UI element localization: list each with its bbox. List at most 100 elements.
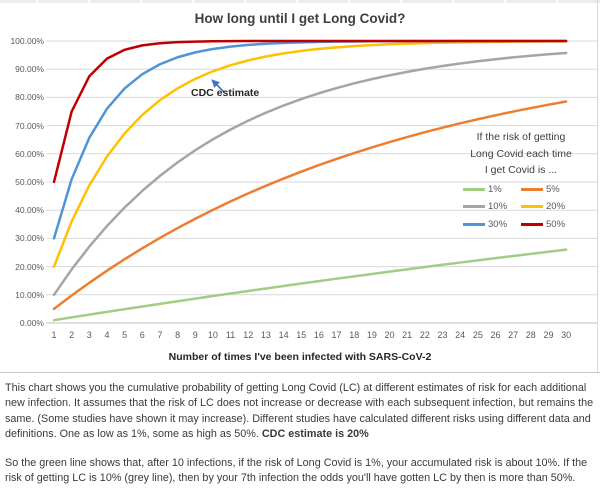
y-axis-labels: 100.00% 90.00% 80.00% 70.00% 60.00% 50.00% 40.…	[0, 0, 44, 372]
legend-entry-50%: 50%	[521, 219, 579, 230]
separator-line	[0, 372, 600, 373]
gridline-gap	[556, 0, 558, 3]
series-line-5%	[52, 100, 568, 311]
legend-swatch	[463, 222, 485, 226]
x-tick-label: 16	[313, 330, 324, 340]
series-line-50%	[52, 39, 568, 184]
x-tick-label: 19	[366, 330, 377, 340]
x-tick-label: 18	[349, 330, 360, 340]
legend-title-line: Long Covid each time	[470, 147, 572, 160]
x-tick-label: 11	[225, 330, 236, 340]
legend-label: 50%	[546, 218, 566, 230]
legend-swatch	[521, 187, 543, 191]
x-tick-label: 30	[561, 330, 572, 340]
legend-entry-10%: 10%	[463, 201, 521, 212]
y-tick-label: 10.00%	[15, 289, 44, 300]
legend-label: 10%	[488, 201, 508, 213]
x-tick-label: 8	[175, 330, 181, 340]
x-tick-label: 4	[104, 330, 110, 340]
legend-swatch	[521, 205, 543, 209]
gridline-gap	[452, 0, 454, 3]
paragraph-1-bold: CDC estimate is 20%	[261, 428, 369, 441]
legend-label: 20%	[546, 201, 566, 213]
x-tick-label: 13	[260, 330, 271, 340]
y-tick-label: 20.00%	[15, 261, 44, 272]
long-covid-chart: How long until I get Long Covid? 100.00%…	[0, 0, 597, 372]
x-tick-label: 22	[419, 330, 430, 340]
x-tick-label: 15	[296, 330, 307, 340]
x-axis-title: Number of times I've been infected with …	[168, 351, 432, 363]
gridline-gap	[504, 0, 506, 3]
y-tick-label: 30.00%	[15, 233, 44, 244]
legend-title-line: If the risk of getting	[476, 131, 566, 143]
x-tick-label: 29	[543, 330, 554, 340]
legend-row: 10% 20%	[458, 198, 584, 216]
y-tick-label: 70.00%	[15, 120, 44, 131]
x-tick-label: 3	[86, 330, 92, 340]
x-tick-label: 2	[69, 330, 75, 340]
legend-swatch	[521, 222, 543, 226]
y-tick-label: 60.00%	[15, 148, 44, 159]
y-tick-label: 0.00%	[19, 318, 44, 328]
legend-entry-20%: 20%	[521, 201, 579, 212]
x-tick-label: 24	[455, 330, 466, 340]
legend-title-line: I get Covid is ...	[484, 164, 558, 176]
legend-entry-30%: 30%	[463, 219, 521, 230]
legend-row: 1% 5%	[458, 181, 584, 199]
paragraph-2: So the green line shows that, after 10 i…	[5, 456, 588, 485]
chart-right-border	[597, 0, 598, 372]
legend-row: 30% 50%	[458, 216, 584, 234]
series-line-10%	[52, 51, 568, 297]
legend: If the risk of getting Long Covid each ti…	[458, 129, 584, 233]
legend-swatch	[463, 187, 485, 191]
y-tick-label: 100.00%	[10, 36, 44, 46]
x-tick-label: 26	[490, 330, 501, 340]
x-tick-label: 12	[243, 330, 254, 340]
x-tick-label: 25	[472, 330, 483, 340]
x-tick-label: 14	[278, 330, 289, 340]
cdc-estimate-annotation: CDC estimate	[191, 87, 260, 99]
x-tick-label: 21	[402, 330, 413, 340]
x-tick-label: 28	[525, 330, 536, 340]
paragraph-1-text: This chart shows you the cumulative prob…	[5, 382, 594, 441]
gridline-gap	[140, 0, 142, 3]
legend-title: If the risk of getting Long Covid each ti…	[458, 129, 584, 179]
legend-entries: 1% 5% 10% 20% 30% 50%	[458, 181, 584, 234]
x-tick-label: 5	[122, 330, 128, 340]
gridline-gap	[348, 0, 350, 3]
x-tick-label: 10	[207, 330, 218, 340]
y-tick-label: 90.00%	[15, 64, 44, 75]
y-tick-label: 50.00%	[15, 177, 44, 187]
gridline-gap	[296, 0, 298, 3]
x-tick-label: 6	[139, 330, 145, 340]
x-tick-label: 17	[331, 330, 342, 340]
x-tick-label: 7	[157, 330, 163, 340]
legend-entry-5%: 5%	[521, 184, 579, 195]
gridline-gap	[192, 0, 194, 3]
x-tick-label: 27	[508, 330, 519, 340]
plot-area	[46, 39, 597, 324]
x-tick-label: 9	[192, 330, 198, 340]
description-text: This chart shows you the cumulative prob…	[0, 376, 600, 493]
legend-label: 5%	[546, 183, 560, 195]
y-tick-label: 80.00%	[15, 92, 44, 103]
y-tick-label: 40.00%	[15, 205, 44, 216]
cdc-estimate-arrow	[211, 79, 225, 93]
series-line-1%	[52, 248, 568, 322]
x-axis-labels: 1 2 3 4 5 6 7 8 9 10 11 12 13 14 15 16 17 18 19 20 21 22 23 24 2…	[51, 330, 572, 340]
legend-label: 30%	[488, 218, 508, 230]
x-tick-label: 23	[437, 330, 448, 340]
spreadsheet-gridline-strip	[0, 0, 600, 3]
legend-entry-1%: 1%	[463, 184, 521, 195]
x-tick-label: 20	[384, 330, 395, 340]
x-tick-label: 1	[51, 330, 57, 340]
legend-swatch	[463, 205, 485, 209]
legend-label: 1%	[488, 183, 502, 195]
chart-title: How long until I get Long Covid?	[194, 11, 406, 26]
gridline-gap	[400, 0, 402, 3]
gridline-gap	[88, 0, 90, 3]
gridline-gap	[244, 0, 246, 3]
gridline-gap	[36, 0, 38, 3]
paragraph-1: This chart shows you the cumulative prob…	[5, 381, 594, 443]
